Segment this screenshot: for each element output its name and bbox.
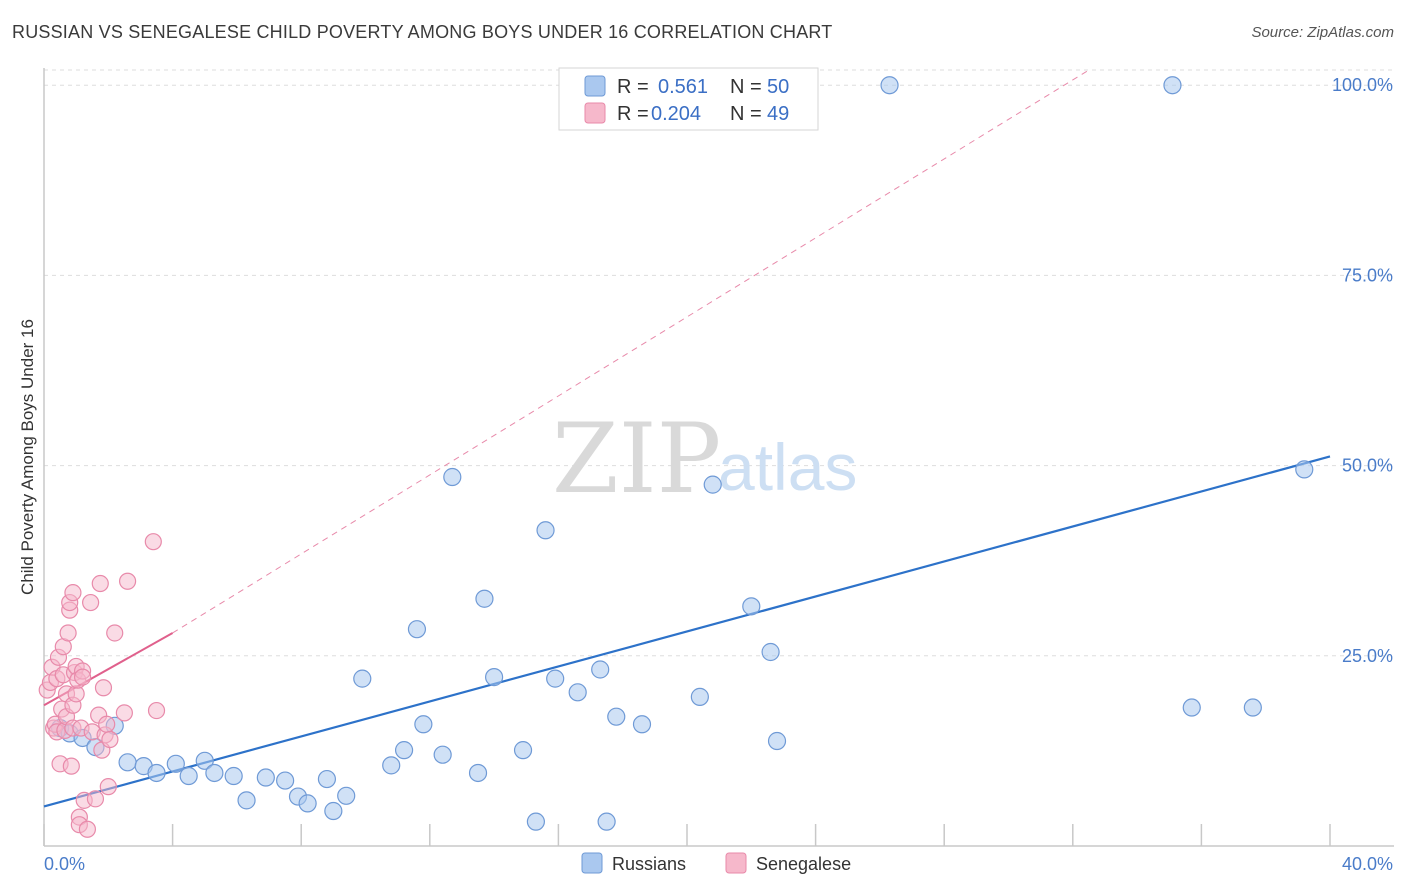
x-tick-label: 40.0% (1342, 854, 1393, 874)
russians-point (276, 771, 295, 790)
russians-point (433, 745, 452, 764)
russians-point (256, 768, 275, 787)
russians-point (353, 669, 372, 688)
russians-point (195, 751, 214, 770)
senegalese-point (62, 757, 80, 775)
russians-point (237, 791, 256, 810)
russians-point (317, 769, 337, 789)
watermark-atlas: atlas (718, 430, 857, 504)
russians-point (337, 786, 356, 805)
bottom-legend-swatch-russians (581, 852, 603, 874)
russians-point (298, 794, 317, 813)
senegalese-point (64, 584, 82, 602)
russians-point (513, 741, 533, 760)
russians-point (394, 741, 414, 760)
russians-point (179, 766, 198, 786)
russians-point (591, 660, 610, 679)
russians-point (407, 620, 427, 639)
russians-point (742, 597, 761, 616)
russians-point (1163, 76, 1182, 95)
russians-point (1243, 698, 1262, 717)
russians-point (324, 801, 343, 821)
grid-layer (44, 69, 1394, 657)
russians-point (205, 763, 224, 783)
russians-point (1182, 698, 1201, 717)
points-layer (38, 76, 1314, 838)
senegalese-point (98, 715, 116, 733)
russians-point (147, 763, 166, 783)
russians-point (414, 715, 433, 734)
senegalese-point (94, 679, 113, 697)
y-tick-label: 50.0% (1342, 456, 1393, 476)
russians-point (1295, 460, 1314, 479)
senegalese-trend-extension (172, 69, 1090, 634)
chart-title: RUSSIAN VS SENEGALESE CHILD POVERTY AMON… (12, 22, 833, 42)
russians-point (597, 812, 616, 831)
senegalese-point (144, 533, 162, 551)
russians-point (526, 812, 545, 831)
russians-point (536, 521, 555, 540)
senegalese-point (106, 624, 124, 642)
bottom-legend-label-senegalese: Senegalese (756, 854, 851, 874)
russians-point (761, 642, 780, 662)
russians-point (767, 731, 787, 751)
y-tick-label: 75.0% (1342, 265, 1393, 285)
watermark: ZIP atlas (552, 403, 857, 515)
russians-point (475, 589, 494, 608)
senegalese-point (59, 624, 77, 642)
legend-n-value-russians: 50 (767, 76, 789, 98)
senegalese-point (99, 778, 117, 796)
legend-n-value-senegalese: 49 (767, 103, 789, 125)
bottom-legend-swatch-senegalese (725, 852, 747, 874)
legend-swatch-russians (584, 75, 606, 97)
russians-trend-line (43, 455, 1331, 808)
bottom-legend-label-russians: Russians (612, 854, 686, 874)
x-tick-label: 0.0% (44, 854, 85, 874)
senegalese-point (86, 790, 105, 808)
y-tick-label: 100.0% (1332, 75, 1393, 95)
bottom-legend: Russians Senegalese (581, 852, 851, 874)
y-tick-label: 25.0% (1342, 646, 1393, 666)
legend-swatch-senegalese (584, 102, 606, 124)
legend-r-value-senegalese: 0.204 (651, 103, 701, 125)
legend-r-value-russians: 0.561 (658, 76, 708, 98)
russians-point (468, 763, 488, 783)
legend-box: R = 0.561 N = 50 R = 0.204 N = 49 (558, 67, 819, 131)
senegalese-point (82, 593, 100, 612)
senegalese-point (78, 820, 97, 838)
legend-r-label-senegalese: R = (617, 103, 649, 125)
axis-layer (43, 68, 1394, 847)
russians-point (607, 707, 626, 726)
russians-point (118, 753, 137, 772)
legend-n-label-senegalese: N = (730, 103, 762, 125)
russians-point (224, 766, 243, 786)
tick-label-layer: 25.0% 50.0% 75.0% 100.0% 0.0% 40.0% (44, 75, 1393, 874)
source-label: Source: ZipAtlas.com (1251, 24, 1394, 41)
y-axis-title: Child Poverty Among Boys Under 16 (18, 319, 37, 595)
russians-point (880, 76, 899, 95)
russians-point (568, 683, 587, 702)
legend-n-label-russians: N = (730, 76, 762, 98)
russians-point (382, 756, 401, 775)
senegalese-point (91, 574, 109, 593)
senegalese-point (115, 704, 133, 722)
watermark-zip: ZIP (552, 403, 721, 515)
senegalese-point (147, 701, 166, 720)
russians-point (546, 669, 565, 688)
russians-point (443, 467, 462, 487)
legend-r-label-russians: R = (617, 76, 649, 98)
russians-point (166, 754, 185, 773)
senegalese-point (118, 572, 137, 590)
russians-point (632, 715, 652, 734)
russians-point (703, 475, 722, 494)
senegalese-point (101, 730, 119, 749)
russians-point (485, 668, 504, 687)
senegalese-point (73, 668, 92, 686)
russians-point (690, 687, 709, 706)
